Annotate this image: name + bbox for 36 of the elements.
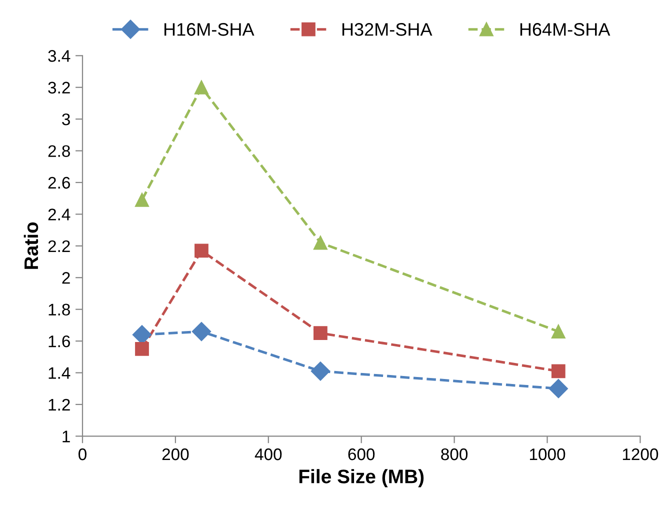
y-axis-title: Ratio [24, 222, 38, 269]
x-tick-label: 0 [78, 448, 86, 460]
y-tick-label: 3.2 [48, 82, 70, 94]
y-tick-label: 1.4 [48, 367, 70, 379]
x-tick-label: 800 [441, 448, 468, 460]
point [314, 236, 328, 250]
point [194, 80, 208, 94]
y-tick-label: 2.4 [48, 208, 70, 220]
legend-label: H16M-SHA [164, 23, 254, 36]
y-tick-label: 3.4 [48, 50, 70, 62]
y-tick-label: 1.6 [48, 335, 70, 348]
x-tick-label: 400 [254, 448, 282, 460]
x-tick-label: 200 [162, 448, 189, 460]
point [551, 364, 566, 378]
legend-label: H32M-SHA [342, 23, 432, 36]
y-tick-label: 3 [62, 113, 70, 126]
y-tick-label: 2.2 [48, 240, 70, 252]
x-tick-label: 600 [348, 448, 375, 460]
y-tick-label: 1.8 [48, 304, 70, 316]
point [194, 244, 208, 258]
x-axis-title: File Size (MB) [299, 469, 424, 488]
point [551, 324, 566, 338]
y-tick-label: 2 [62, 272, 70, 284]
point [314, 326, 328, 340]
point [192, 322, 212, 342]
point [135, 192, 149, 207]
legend-label: H64M-SHA [520, 23, 610, 36]
point [135, 342, 149, 356]
y-tick-label: 1.2 [48, 398, 70, 410]
y-tick-label: 1 [62, 430, 70, 442]
y-tick-label: 2.6 [48, 176, 70, 189]
point [548, 379, 568, 398]
x-tick-label: 1000 [530, 448, 566, 460]
y-tick-label: 2.8 [48, 145, 70, 157]
point [310, 362, 330, 381]
x-tick-label: 1200 [622, 448, 658, 460]
